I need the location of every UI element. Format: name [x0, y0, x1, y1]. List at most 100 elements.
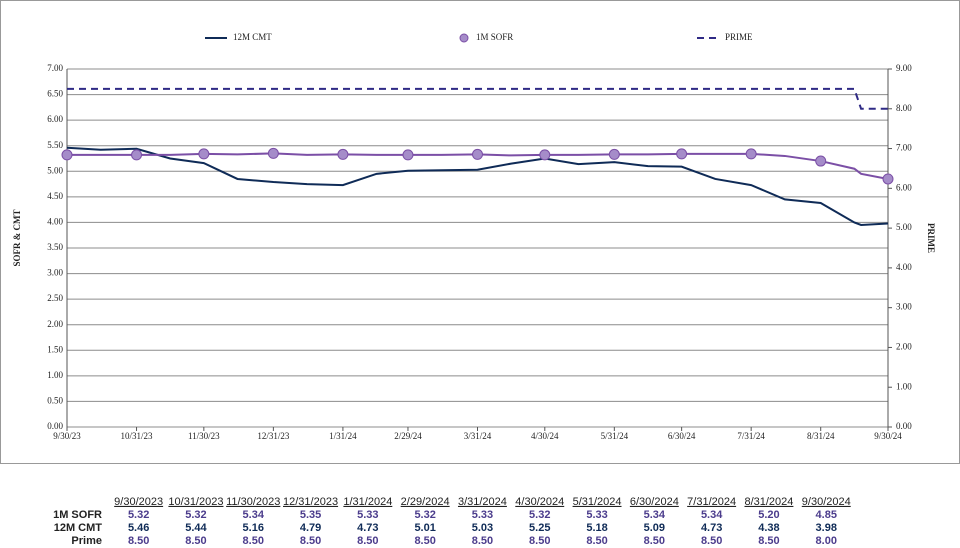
- table-cell: 4.85: [816, 509, 837, 521]
- series-line: [67, 87, 888, 110]
- row-label: 12M CMT: [54, 522, 103, 534]
- data-point: [676, 148, 688, 160]
- legend-label: 12M CMT: [233, 32, 272, 42]
- data-point: [745, 148, 757, 160]
- data-point: [337, 148, 349, 160]
- x-tick-label: 7/31/24: [737, 431, 765, 441]
- data-point: [882, 173, 894, 185]
- data-point: [608, 148, 620, 160]
- table-cell: 8.50: [758, 535, 779, 547]
- x-tick-label: 3/31/24: [464, 431, 492, 441]
- y-tick-label: 3.00: [47, 268, 63, 278]
- table-cell: 5.32: [529, 509, 550, 521]
- table-cell: 5.34: [701, 509, 723, 521]
- x-tick-label: 4/30/24: [531, 431, 559, 441]
- table-cell: 8.50: [243, 535, 264, 547]
- y2-tick-label: 6.00: [896, 182, 912, 192]
- y2-tick-label: 7.00: [896, 143, 912, 153]
- x-tick-label: 2/29/24: [394, 431, 422, 441]
- data-point: [267, 147, 279, 159]
- data-point: [539, 149, 551, 161]
- table-cell: 5.03: [472, 522, 493, 534]
- table-cell: 5.33: [472, 509, 493, 521]
- table-cell: 5.33: [586, 509, 607, 521]
- table-header: 1/31/2024: [343, 496, 392, 508]
- table-cell: 8.50: [529, 535, 550, 547]
- table-cell: 5.09: [644, 522, 665, 534]
- x-tick-label: 9/30/24: [874, 431, 902, 441]
- y-tick-label: 5.00: [47, 165, 63, 175]
- y2-tick-label: 1.00: [896, 381, 912, 391]
- table-cell: 5.25: [529, 522, 550, 534]
- y-tick-label: 5.50: [47, 140, 63, 150]
- x-tick-label: 5/31/24: [601, 431, 629, 441]
- table-cell: 8.50: [128, 535, 149, 547]
- table-cell: 8.00: [816, 535, 837, 547]
- x-tick-label: 10/31/23: [121, 431, 154, 441]
- table-cell: 5.34: [243, 509, 265, 521]
- table-cell: 5.20: [758, 509, 779, 521]
- data-point: [131, 149, 143, 161]
- x-tick-label: 12/31/23: [257, 431, 290, 441]
- table-cell: 5.33: [357, 509, 378, 521]
- y-tick-label: 2.50: [47, 293, 63, 303]
- y2-tick-label: 4.00: [896, 262, 912, 272]
- y2-tick-label: 2.00: [896, 342, 912, 352]
- table-cell: 5.01: [414, 522, 435, 534]
- table-cell: 5.34: [644, 509, 666, 521]
- table-cell: 5.44: [185, 522, 207, 534]
- table-cell: 8.50: [185, 535, 206, 547]
- table-cell: 8.50: [701, 535, 722, 547]
- y-tick-label: 6.00: [47, 114, 63, 124]
- table-header: 7/31/2024: [687, 496, 736, 508]
- table-cell: 5.18: [586, 522, 607, 534]
- y2-axis-label: PRIME: [926, 223, 936, 253]
- table-cell: 5.46: [128, 522, 149, 534]
- data-point: [815, 155, 827, 167]
- y-tick-label: 3.50: [47, 242, 63, 252]
- table-cell: 5.32: [185, 509, 206, 521]
- table-header: 9/30/2023: [114, 496, 163, 508]
- x-tick-label: 6/30/24: [668, 431, 696, 441]
- table-cell: 5.35: [300, 509, 321, 521]
- table-cell: 3.98: [816, 522, 837, 534]
- y-axis-label: SOFR & CMT: [12, 210, 22, 267]
- table-cell: 4.73: [701, 522, 722, 534]
- x-tick-label: 1/31/24: [329, 431, 357, 441]
- y-tick-label: 1.00: [47, 370, 63, 380]
- table-cell: 4.38: [758, 522, 779, 534]
- table-header: 4/30/2024: [515, 496, 564, 508]
- y-tick-label: 4.50: [47, 191, 63, 201]
- y2-tick-label: 0.00: [896, 421, 912, 431]
- y2-tick-label: 3.00: [896, 302, 912, 312]
- table-header: 2/29/2024: [401, 496, 450, 508]
- table-cell: 8.50: [644, 535, 665, 547]
- table-header: 3/31/2024: [458, 496, 507, 508]
- y-tick-label: 7.00: [47, 63, 63, 73]
- x-tick-label: 8/31/24: [807, 431, 835, 441]
- table-cell: 8.50: [472, 535, 493, 547]
- table-header: 9/30/2024: [802, 496, 851, 508]
- table-cell: 4.73: [357, 522, 378, 534]
- y2-tick-label: 9.00: [896, 63, 912, 73]
- table-cell: 5.32: [414, 509, 435, 521]
- data-point: [472, 148, 483, 160]
- table-header: 5/31/2024: [573, 496, 622, 508]
- data-point: [198, 148, 210, 160]
- row-label: 1M SOFR: [53, 509, 102, 521]
- legend-symbol: [459, 33, 469, 43]
- data-point: [402, 149, 414, 161]
- table-header: 12/31/2023: [283, 496, 338, 508]
- y-tick-label: 4.00: [47, 216, 63, 226]
- table-cell: 4.79: [300, 522, 321, 534]
- table-cell: 8.50: [414, 535, 435, 547]
- y-tick-label: 0.50: [47, 395, 63, 405]
- table-header: 11/30/2023: [226, 496, 280, 508]
- chart-frame: [0, 0, 960, 464]
- y2-tick-label: 8.00: [896, 103, 912, 113]
- table-cell: 5.16: [243, 522, 264, 534]
- table-header: 8/31/2024: [744, 496, 793, 508]
- series-line: [67, 152, 889, 180]
- x-tick-label: 9/30/23: [53, 431, 81, 441]
